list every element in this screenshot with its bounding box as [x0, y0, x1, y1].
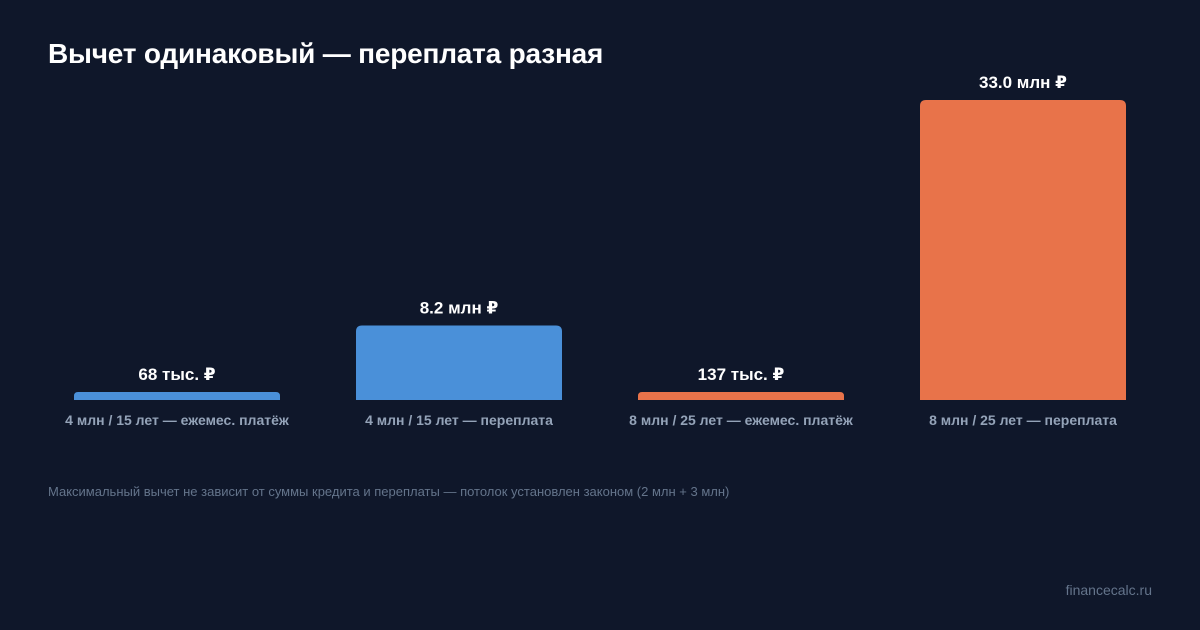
category-label-4: 8 млн / 25 лет — переплата	[929, 412, 1117, 428]
brand-watermark: financecalc.ru	[1065, 582, 1152, 598]
bar-4	[920, 100, 1126, 400]
footnote: Максимальный вычет не зависит от суммы к…	[48, 484, 730, 499]
bar-1	[74, 392, 280, 400]
value-label-4: 33.0 млн ₽	[979, 73, 1067, 92]
chart-title: Вычет одинаковый — переплата разная	[48, 38, 604, 69]
bar-chart: 68 тыс. ₽ 4 млн / 15 лет — ежемес. платёж…	[65, 73, 1126, 428]
bar-3	[638, 392, 844, 400]
category-label-3: 8 млн / 25 лет — ежемес. платёж	[629, 412, 854, 428]
value-label-3: 137 тыс. ₽	[698, 365, 785, 384]
category-label-2: 4 млн / 15 лет — переплата	[365, 412, 553, 428]
bar-2	[356, 325, 562, 400]
category-label-1: 4 млн / 15 лет — ежемес. платёж	[65, 412, 290, 428]
value-label-1: 68 тыс. ₽	[138, 365, 215, 384]
value-label-2: 8.2 млн ₽	[420, 298, 499, 317]
